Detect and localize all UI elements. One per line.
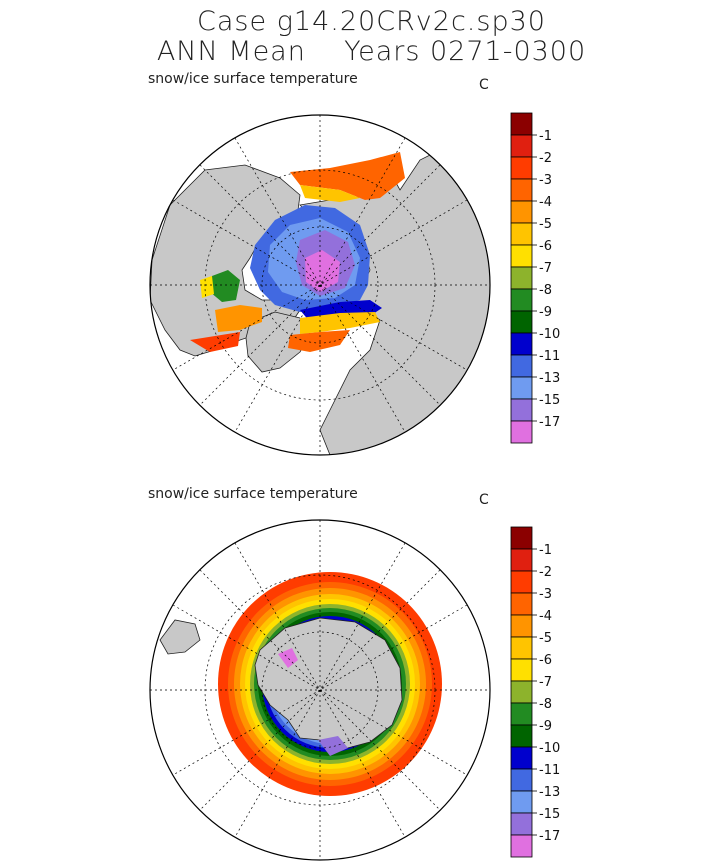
colorbar-north-swatch [510,200,533,224]
south-graticule [150,520,490,860]
colorbar-south-swatch [510,658,533,682]
north-okhotsk-band [290,152,405,200]
south-land-south-america [159,619,201,655]
panel-2-units-label: C [479,492,489,508]
colorbar-south-swatch [510,636,533,660]
colorbar-north-swatch [510,112,533,136]
colorbar-south-swatch [510,614,533,638]
panel-1-variable-label: snow/ice surface temperature [148,71,358,87]
north-hudson-band-green [210,270,240,302]
colorbar-north-tick-label: -13 [539,371,560,386]
colorbar-south-swatch [510,790,533,814]
colorbar-north-tick-label: -5 [539,217,552,232]
colorbar-south-tick-label: -5 [539,631,552,646]
colorbar-south-tick-label: -6 [539,653,552,668]
colorbar-north-swatch [510,420,533,444]
colorbar-north-tick-label: -3 [539,173,552,188]
figure-title-line-2: ANN Mean Years 0271-0300 [156,36,587,67]
colorbar-south-tick-label: -4 [539,609,552,624]
colorbar-north-swatch [510,134,533,158]
colorbar-south-tick-label: -15 [539,807,560,822]
colorbar-south-tick-label: -13 [539,785,560,800]
colorbar-south-tick-label: -7 [539,675,552,690]
colorbar-north-swatch [510,244,533,268]
north-land-greenland [245,311,311,373]
colorbar-south-swatch [510,570,533,594]
colorbar-north-tick-label: -17 [539,415,560,430]
north-ice-orchid-core [305,250,340,292]
north-polar-map [149,114,491,456]
colorbar-south-tick-label: -9 [539,719,552,734]
colorbar-north-tick-label: -7 [539,261,552,276]
colorbar-north-tick-label: -10 [539,327,560,342]
colorbar-south-tick-label: -2 [539,565,552,580]
colorbar-north-swatch [510,288,533,312]
north-ice-edge-band-2 [300,312,380,334]
south-ross-cold-patch [318,736,348,756]
colorbar-south-swatch [510,592,533,616]
colorbar-south: -1 -2 -3 -4 -5 -6 -7 -8 -9 -10 -11 -13 -15 -17 [510,526,560,858]
colorbar-north-swatch [510,354,533,378]
colorbar-north-swatch [510,398,533,422]
colorbar-north-tick-label: -2 [539,151,552,166]
colorbar-north-tick-label: -11 [539,349,560,364]
panel-1-units-label: C [479,77,489,93]
colorbar-north-tick-label: -6 [539,239,552,254]
north-map-border [149,114,491,456]
colorbar-south-tick-label: -17 [539,829,560,844]
colorbar-north-tick-label: -4 [539,195,552,210]
colorbar-north-swatch [510,266,533,290]
south-map-border [149,519,491,861]
colorbar-north-tick-label: -15 [539,393,560,408]
colorbar-south-tick-label: -8 [539,697,552,712]
colorbar-north-tick-label: -1 [539,129,552,144]
colorbar-south-swatch [510,680,533,704]
north-okhotsk-band-2 [300,185,360,202]
colorbar-south-swatch [510,768,533,792]
colorbar-south-tick-label: -11 [539,763,560,778]
panel-2-variable-label: snow/ice surface temperature [148,486,358,502]
colorbar-north-swatch [510,376,533,400]
colorbar-south-tick-label: -10 [539,741,560,756]
colorbar-south-swatch [510,724,533,748]
south-polar-map [149,519,491,861]
colorbar-south-swatch [510,702,533,726]
north-hudson-band-yellow [200,276,214,298]
colorbar-north: -1 -2 -3 -4 -5 -6 -7 -8 -9 -10 -11 -13 -15 -17 [510,112,560,444]
north-ice-edge-band-3 [288,330,350,352]
colorbar-north-swatch [510,178,533,202]
colorbar-south-swatch [510,548,533,572]
colorbar-south-swatch [510,834,533,858]
north-graticule [150,115,490,455]
colorbar-north-tick-label: -8 [539,283,552,298]
colorbar-south-tick-label: -1 [539,543,552,558]
north-labrador-band-2 [190,332,240,352]
colorbar-south-tick-label: -3 [539,587,552,602]
colorbar-north-swatch [510,222,533,246]
colorbar-north-swatch [510,332,533,356]
colorbar-north-swatch [510,310,533,334]
colorbar-south-swatch [510,526,533,550]
colorbar-north-swatch [510,156,533,180]
colorbar-north-tick-label: -9 [539,305,552,320]
colorbar-south-swatch [510,812,533,836]
colorbar-south-swatch [510,746,533,770]
figure-title-line-1: Case g14.20CRv2c.sp30 [197,6,546,37]
